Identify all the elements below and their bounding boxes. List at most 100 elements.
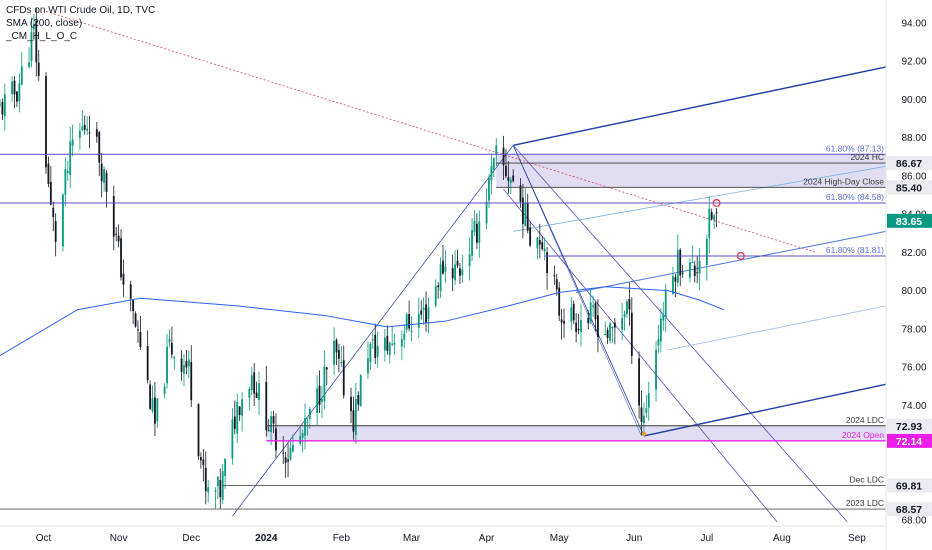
price-badge bbox=[887, 180, 932, 195]
candle-body bbox=[37, 62, 40, 77]
candle-body bbox=[606, 329, 609, 339]
candle-body bbox=[410, 331, 413, 333]
candle-body bbox=[485, 201, 488, 224]
level-label: 2024 High-Day Close bbox=[803, 176, 884, 186]
candle-body bbox=[83, 124, 86, 130]
candle-body bbox=[388, 342, 391, 356]
candle-body bbox=[626, 301, 628, 315]
candles-layer bbox=[0, 7, 718, 509]
candle-body bbox=[275, 428, 277, 451]
candle-body bbox=[78, 130, 81, 138]
candle-body bbox=[231, 419, 234, 459]
candle-body bbox=[129, 284, 132, 299]
candle-body bbox=[575, 322, 578, 333]
candle-body bbox=[200, 457, 202, 461]
candle-body bbox=[512, 175, 515, 181]
candle-body bbox=[676, 250, 679, 283]
candle-body bbox=[434, 285, 437, 306]
candle-body bbox=[507, 177, 510, 181]
price-tick-label: 90.00 bbox=[901, 95, 926, 106]
candle-body bbox=[425, 304, 427, 323]
candle-body bbox=[180, 358, 183, 372]
legend-indicator[interactable]: _CM_H_L_O_C bbox=[6, 31, 78, 42]
candle-body bbox=[54, 221, 57, 242]
candle-body bbox=[393, 342, 396, 345]
candle-body bbox=[151, 398, 154, 412]
candle-body bbox=[689, 262, 691, 278]
candle-body bbox=[316, 388, 319, 413]
candle-body bbox=[265, 381, 268, 431]
candle-body bbox=[304, 418, 306, 436]
candle-body bbox=[456, 260, 459, 266]
time-axis[interactable]: Oct Nov Dec 2024 Feb Mar Apr May Jun Jul Aug Sep bbox=[0, 525, 886, 544]
legend-sma[interactable]: SMA (200, close) bbox=[6, 18, 83, 29]
candle-body bbox=[168, 338, 171, 343]
parallel-line-high bbox=[513, 165, 887, 232]
candle-body bbox=[374, 334, 377, 358]
candle-body bbox=[287, 459, 289, 462]
candle-body bbox=[526, 203, 529, 231]
price-badge-label: 86.67 bbox=[896, 158, 922, 170]
price-tick-label: 92.00 bbox=[901, 57, 926, 68]
candle-body bbox=[35, 20, 38, 63]
candle-body bbox=[323, 366, 326, 401]
pitchfork-lower bbox=[643, 383, 887, 437]
candle-body bbox=[560, 319, 563, 323]
candle-body bbox=[589, 302, 592, 322]
candle-body bbox=[81, 126, 84, 131]
parallel-line-low bbox=[668, 305, 887, 351]
candle-body bbox=[645, 408, 648, 413]
candle-body bbox=[630, 312, 633, 356]
candle-body bbox=[306, 421, 309, 423]
candle-body bbox=[214, 490, 217, 492]
legend-symbol[interactable]: CFDs on WTI Crude Oil, 1D, TVC bbox=[6, 5, 156, 16]
candle-body bbox=[95, 129, 98, 137]
candle-body bbox=[705, 238, 708, 265]
candle-body bbox=[350, 396, 352, 412]
price-tick-label: 80.00 bbox=[901, 286, 926, 297]
candle-body bbox=[289, 447, 292, 460]
time-tick-label: Apr bbox=[479, 533, 495, 544]
touch-marker bbox=[712, 198, 721, 208]
sma-line bbox=[0, 286, 724, 357]
candle-body bbox=[672, 276, 674, 295]
fork-inner-line bbox=[512, 145, 848, 523]
candle-body bbox=[553, 275, 556, 277]
price-tick-label: 88.00 bbox=[901, 133, 926, 144]
price-badge bbox=[887, 478, 932, 493]
candle-body bbox=[255, 392, 258, 398]
candle-body bbox=[541, 242, 544, 250]
candle-body bbox=[187, 359, 190, 367]
candle-body bbox=[337, 350, 340, 359]
candle-body bbox=[66, 171, 69, 173]
candle-body bbox=[558, 287, 561, 316]
candle-body bbox=[253, 372, 256, 394]
candle-body bbox=[11, 81, 14, 95]
candle-body bbox=[241, 399, 243, 416]
candle-body bbox=[282, 452, 285, 454]
candle-body bbox=[521, 197, 524, 225]
candle-body bbox=[47, 163, 50, 185]
candle-body bbox=[459, 268, 461, 276]
candle-body bbox=[28, 62, 30, 68]
candle-body bbox=[100, 163, 103, 182]
price-tick-label: 82.00 bbox=[901, 248, 926, 259]
price-axis[interactable]: 68.0070.0072.0074.0076.0078.0080.0082.00… bbox=[885, 0, 932, 550]
candle-body bbox=[655, 349, 657, 390]
candle-body bbox=[427, 307, 430, 320]
candle-body bbox=[473, 220, 476, 232]
candle-body bbox=[592, 305, 594, 308]
candle-body bbox=[122, 273, 125, 285]
candle-body bbox=[352, 410, 355, 432]
candle-body bbox=[64, 169, 67, 195]
candle-body bbox=[422, 307, 425, 311]
candle-body bbox=[16, 91, 18, 102]
candle-body bbox=[657, 339, 660, 346]
candle-body bbox=[698, 261, 701, 274]
candle-body bbox=[383, 337, 386, 351]
candle-body bbox=[333, 341, 335, 365]
candle-body bbox=[538, 240, 541, 245]
candle-body bbox=[693, 265, 696, 277]
candle-body bbox=[13, 80, 16, 95]
